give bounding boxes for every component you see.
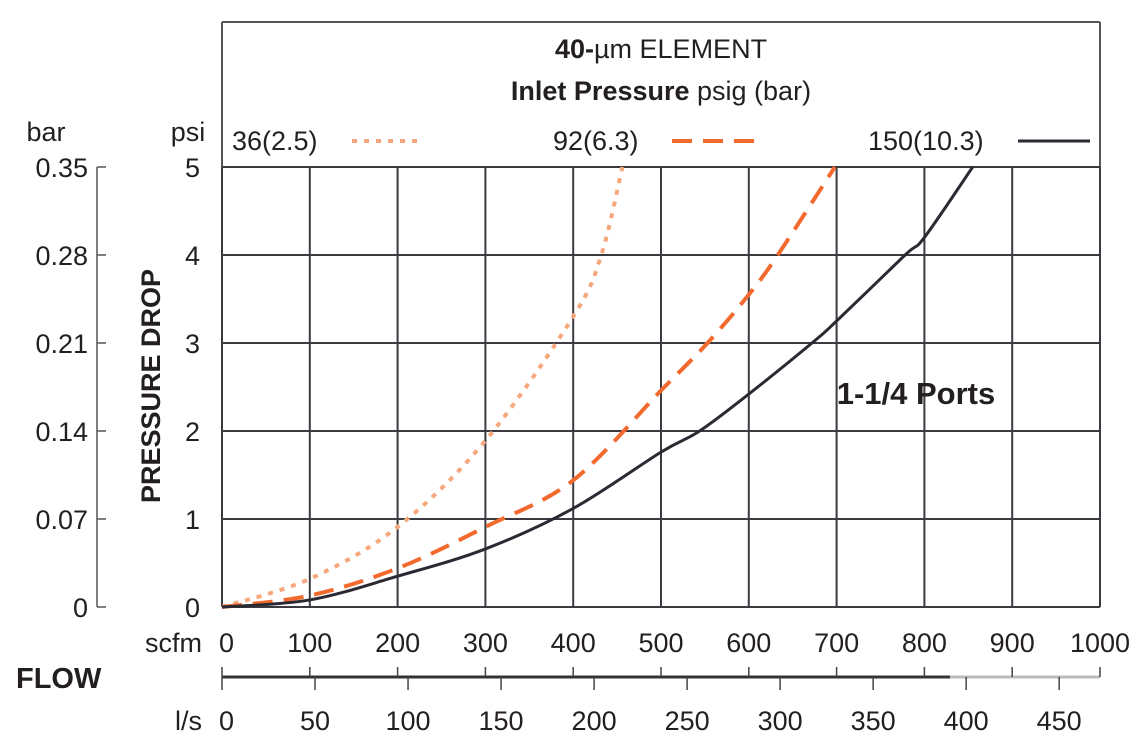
x-tick-label-scfm: 0 (219, 628, 234, 658)
legend-label: 36(2.5) (232, 126, 318, 156)
x-tick-label-ls: 0 (219, 706, 234, 736)
x-tick-label-scfm: 500 (638, 628, 683, 658)
y-tick-label-bar: 0.35 (35, 153, 88, 183)
x-unit-scfm: scfm (145, 628, 202, 658)
x-tick-label-scfm: 700 (814, 628, 859, 658)
y-tick-label-bar: 0.28 (35, 241, 88, 271)
curves (221, 165, 974, 609)
y-tick-label-psi: 5 (185, 153, 200, 183)
series-line-dotted (221, 166, 625, 609)
x-axis-label: FLOW (16, 663, 102, 695)
x-tick-label-scfm: 1000 (1070, 628, 1130, 658)
legend: 36(2.5) 92(6.3) 150(10.3) (232, 126, 1090, 156)
x-tick-label-scfm: 800 (902, 628, 947, 658)
y-tick-label-psi: 0 (185, 593, 200, 623)
y-tick-label-psi: 4 (185, 241, 200, 271)
y-tick-label-bar: 0.21 (35, 329, 88, 359)
x-tick-label-ls: 100 (386, 706, 431, 736)
x-tick-label-ls: 250 (665, 706, 710, 736)
chart-title-line1: 40-µm ELEMENT (555, 34, 767, 64)
series-line-solid (221, 166, 974, 609)
chart-title-line2: Inlet Pressure psig (bar) (511, 76, 811, 106)
y-axis-label: PRESSURE DROP (136, 269, 166, 503)
y-unit-bar: bar (26, 117, 65, 147)
y-tick-label-bar: 0 (73, 593, 88, 623)
x-tick-label-ls: 150 (479, 706, 524, 736)
x-tick-label-scfm: 900 (990, 628, 1035, 658)
y-tick-label-bar: 0.14 (35, 417, 88, 447)
legend-label: 92(6.3) (553, 126, 639, 156)
x-tick-label-ls: 200 (572, 706, 617, 736)
grid (221, 166, 1101, 608)
x-tick-label-scfm: 300 (463, 628, 508, 658)
x-tick-label-scfm: 600 (726, 628, 771, 658)
legend-label: 150(10.3) (868, 126, 984, 156)
y-tick-label-psi: 1 (185, 505, 200, 535)
x-unit-ls: l/s (175, 706, 202, 736)
x-tick-label-scfm: 400 (551, 628, 596, 658)
y-tick-label-psi: 3 (185, 329, 200, 359)
annotation-ports: 1-1/4 Ports (837, 376, 996, 411)
x-tick-label-scfm: 100 (287, 628, 332, 658)
x-tick-label-scfm: 200 (375, 628, 420, 658)
series-line-dashed (221, 165, 837, 609)
y-unit-psi: psi (171, 117, 206, 147)
y-tick-label-bar: 0.07 (35, 505, 88, 535)
x-tick-label-ls: 400 (944, 706, 989, 736)
x-tick-label-ls: 450 (1037, 706, 1082, 736)
y-tick-label-psi: 2 (185, 417, 200, 447)
x-tick-label-ls: 350 (851, 706, 896, 736)
header-frame (221, 21, 1101, 167)
x-tick-label-ls: 300 (758, 706, 803, 736)
x-tick-label-ls: 50 (300, 706, 330, 736)
